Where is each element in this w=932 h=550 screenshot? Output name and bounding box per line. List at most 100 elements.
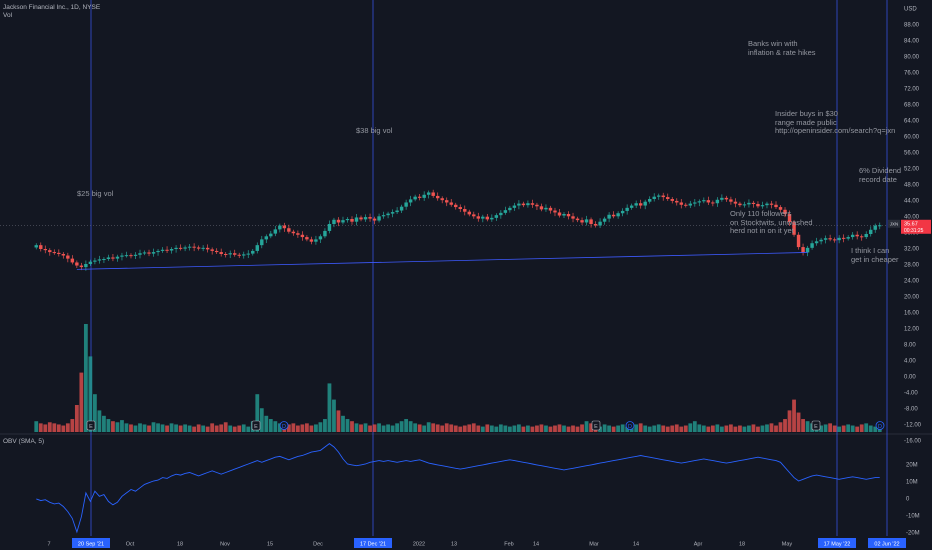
candle-body: [251, 250, 255, 254]
volume-bar: [61, 425, 66, 432]
candle-body: [120, 255, 124, 257]
x-axis-label-text: 20 Sep '21: [78, 542, 104, 548]
candle-body: [458, 207, 462, 209]
x-axis-label: 15: [267, 542, 273, 548]
candle-body: [530, 203, 535, 205]
candle-body: [512, 205, 517, 208]
candle-body: [589, 219, 593, 224]
candle-body: [282, 225, 287, 229]
candle-body: [84, 264, 88, 268]
volume-bar: [70, 419, 75, 432]
candle-body: [733, 201, 738, 204]
candle-body: [260, 239, 264, 246]
volume-bar: [584, 421, 589, 432]
annotation-38-big-vol: $38 big vol: [356, 126, 393, 135]
volume-bar: [79, 372, 84, 432]
price-tag-symbol: JXN: [890, 221, 899, 226]
candle-body: [647, 199, 652, 202]
volume-bar: [760, 425, 765, 432]
candle-body: [774, 204, 778, 208]
candle-body: [670, 199, 674, 201]
volume-bar: [498, 424, 503, 432]
candle-body: [679, 202, 683, 205]
volume-bar: [453, 425, 458, 432]
volume-bar: [74, 405, 79, 432]
candle-body: [70, 258, 75, 263]
volume-bar: [38, 423, 43, 432]
candle-body: [255, 245, 259, 251]
candle-body: [760, 205, 765, 207]
dividend-marker: D: [279, 421, 289, 430]
volume-bar: [219, 424, 224, 432]
volume-bar: [548, 426, 553, 432]
x-axis-label-text: Feb: [504, 542, 513, 548]
x-axis-highlight-box: [72, 538, 110, 548]
volume-bar: [43, 424, 48, 432]
volume-bar: [801, 419, 805, 432]
candle-body: [738, 203, 742, 206]
volume-bar: [706, 426, 711, 432]
volume-bar: [580, 424, 584, 432]
volume-bar: [417, 424, 422, 432]
symbol-title: Jackson Financial Inc., 1D, NYSE: [3, 4, 101, 11]
volume-bar: [805, 421, 810, 432]
candle-body: [431, 192, 435, 196]
candle-body: [223, 254, 228, 255]
marker-letter: D: [878, 424, 882, 430]
x-axis-label: Dec: [313, 542, 323, 548]
volume-bar: [701, 425, 706, 432]
obv-tick-label: -10M: [906, 514, 920, 520]
price-tick-label: 12.00: [904, 327, 920, 333]
x-axis-highlight-box: [354, 538, 392, 548]
volume-bar: [192, 426, 197, 432]
volume-bar: [210, 423, 215, 432]
volume-bar: [747, 425, 751, 432]
volume-bar: [728, 424, 733, 432]
candle-body: [521, 203, 526, 206]
candle-body: [318, 236, 323, 240]
volume-bar: [557, 424, 562, 432]
candle-body: [228, 253, 232, 255]
volume-bar: [787, 410, 792, 432]
volume-bar: [359, 424, 363, 432]
volume-bar: [350, 421, 354, 432]
volume-bar: [656, 424, 661, 432]
volume-bar: [142, 424, 147, 432]
candle-body: [823, 238, 828, 240]
candle-body: [625, 207, 629, 211]
x-axis-label: Nov: [220, 542, 230, 548]
price-tick-label: -8.00: [904, 407, 918, 413]
candle-body: [778, 207, 783, 210]
earnings-marker-box: [811, 420, 821, 431]
volume-bar: [97, 410, 102, 432]
candle-body: [814, 241, 819, 244]
candle-body: [196, 247, 201, 249]
candle-body: [837, 237, 841, 241]
candle-body: [805, 247, 810, 253]
marker-letter: D: [282, 424, 286, 430]
volume-bar: [828, 423, 833, 432]
price-tag-box: [901, 219, 931, 234]
volume-bar: [295, 425, 300, 432]
candle-body: [359, 217, 363, 220]
volume-bar: [214, 425, 219, 432]
candle-body: [629, 205, 634, 208]
candle-body: [165, 249, 169, 251]
candle-body: [124, 255, 129, 257]
x-axis-label-text: 18: [177, 542, 183, 548]
volume-bar: [156, 423, 160, 432]
candle-body: [638, 203, 643, 206]
price-tick-label: 48.00: [904, 183, 920, 189]
marker-letter: E: [254, 424, 258, 430]
volume-bar: [169, 423, 174, 432]
volume-bar: [756, 426, 760, 432]
price-tag-symbol-box: [888, 219, 900, 228]
candle-body: [111, 257, 115, 259]
candle-body: [417, 196, 422, 198]
volume-bar: [444, 423, 449, 432]
volume-bar: [291, 423, 296, 432]
candle-body: [828, 238, 832, 240]
volume-bar: [643, 425, 648, 432]
volume-bar: [399, 421, 404, 432]
